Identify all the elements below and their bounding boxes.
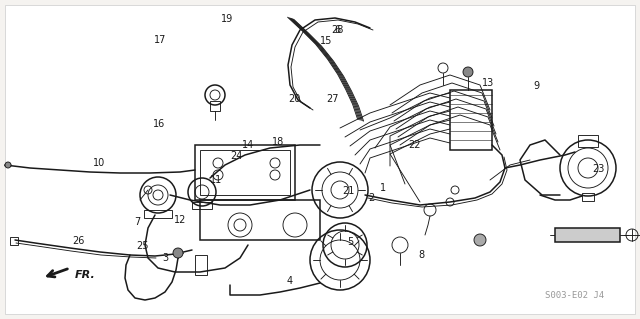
Circle shape <box>474 234 486 246</box>
Bar <box>200 200 320 240</box>
Text: 13: 13 <box>481 78 494 88</box>
Text: 19: 19 <box>221 14 234 24</box>
Bar <box>195 255 207 275</box>
Text: 1: 1 <box>380 183 386 193</box>
Bar <box>555 228 620 242</box>
Text: 22: 22 <box>408 140 421 150</box>
Bar <box>195 145 295 200</box>
Text: 11: 11 <box>210 175 223 185</box>
Text: 15: 15 <box>319 36 332 47</box>
Text: 18: 18 <box>272 137 285 147</box>
Text: 17: 17 <box>154 35 166 45</box>
Bar <box>578 135 598 147</box>
Bar <box>200 150 290 195</box>
Bar <box>10 237 18 245</box>
Circle shape <box>5 162 11 168</box>
Bar <box>210 101 220 111</box>
Circle shape <box>463 67 473 77</box>
Text: FR.: FR. <box>75 270 96 280</box>
Text: 25: 25 <box>136 241 148 251</box>
Bar <box>582 193 594 201</box>
Text: 9: 9 <box>533 81 540 91</box>
Text: 10: 10 <box>93 158 106 168</box>
Text: 27: 27 <box>326 94 339 104</box>
Text: 2: 2 <box>368 193 374 203</box>
Text: 16: 16 <box>152 119 165 130</box>
Text: 28: 28 <box>332 25 344 35</box>
Text: 8: 8 <box>418 250 424 260</box>
Text: 5: 5 <box>348 237 354 248</box>
Bar <box>192 202 212 209</box>
Text: 24: 24 <box>230 151 243 161</box>
Text: 20: 20 <box>288 94 301 104</box>
Text: 26: 26 <box>72 236 84 246</box>
Text: 6: 6 <box>335 25 341 35</box>
Text: 14: 14 <box>242 140 255 150</box>
Circle shape <box>173 248 183 258</box>
Text: 3: 3 <box>162 253 168 263</box>
Bar <box>450 90 492 150</box>
Text: 21: 21 <box>342 186 355 197</box>
Bar <box>144 210 172 218</box>
Text: S003-E02 J4: S003-E02 J4 <box>545 291 605 300</box>
Text: 7: 7 <box>134 217 141 227</box>
Text: 12: 12 <box>174 215 187 225</box>
Text: 4: 4 <box>286 276 292 286</box>
Text: 23: 23 <box>592 164 605 174</box>
